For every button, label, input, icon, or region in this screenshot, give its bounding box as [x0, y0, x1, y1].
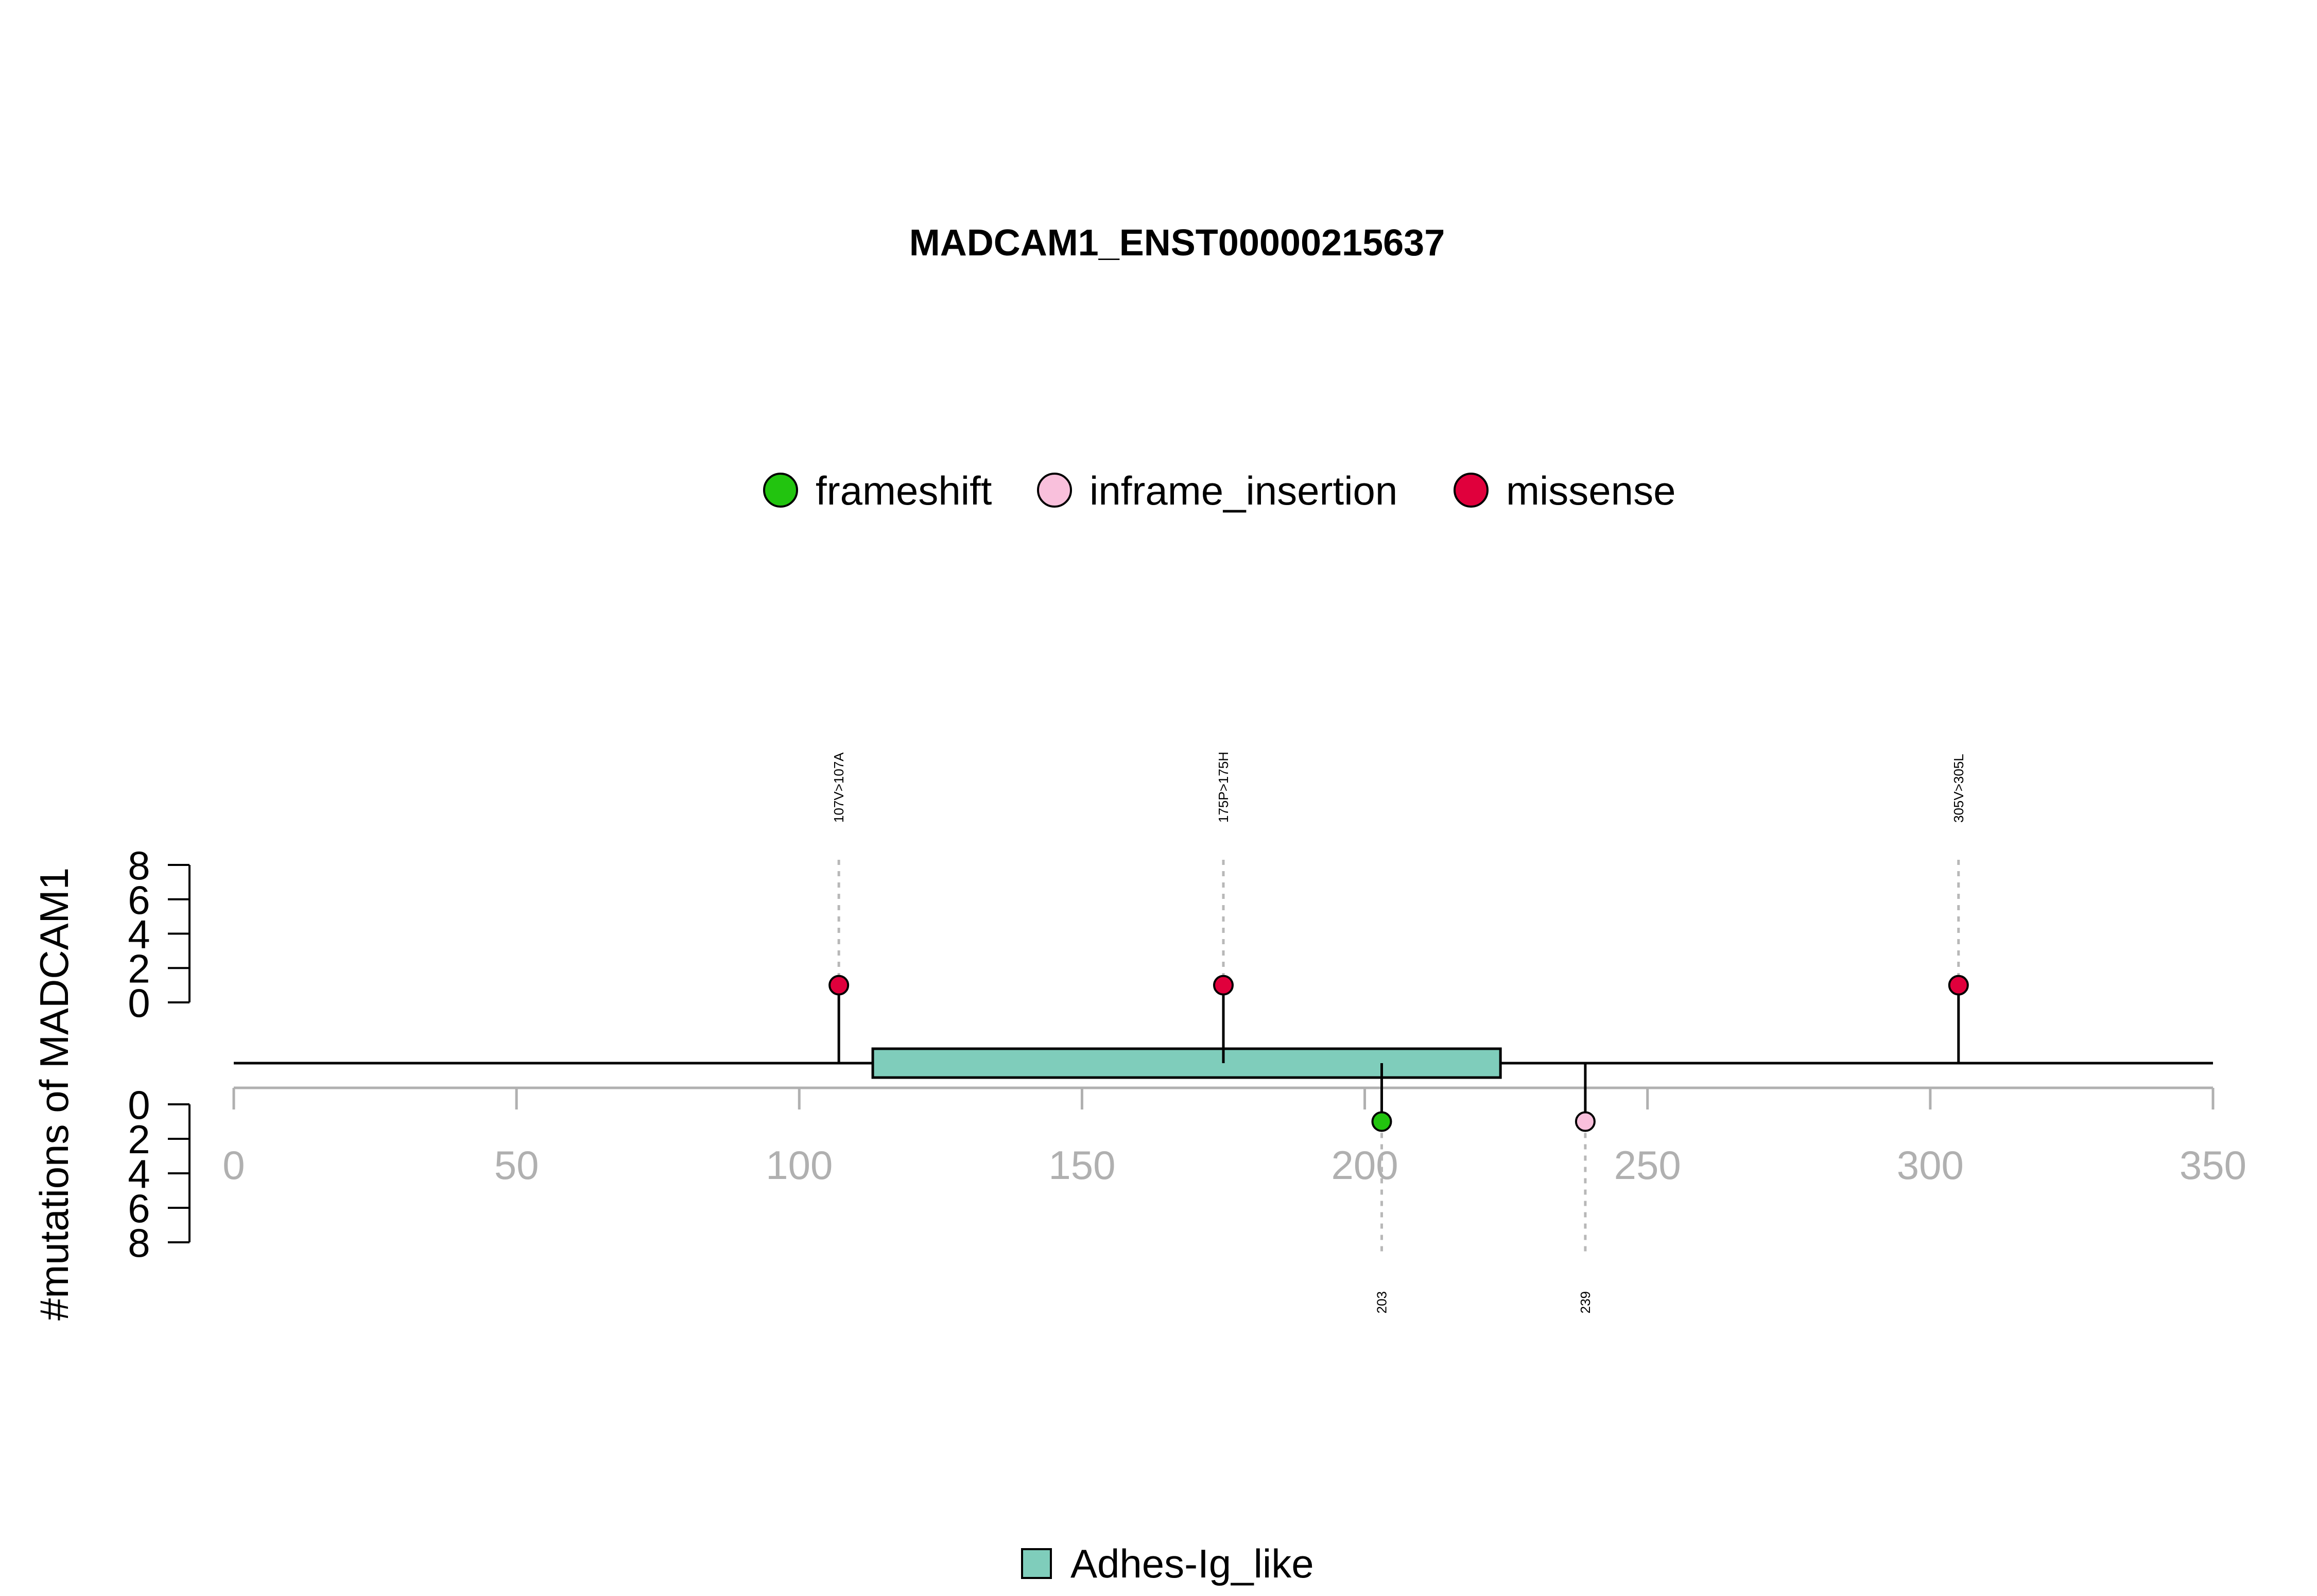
- y-tick-label-top-6: 6: [128, 877, 150, 923]
- mutation-point-203: [1371, 1111, 1392, 1132]
- y-tick-label-bottom-4: 4: [128, 1151, 150, 1196]
- x-tick-label-250: 250: [1614, 1142, 1681, 1188]
- legend-label-frameshift: frameshift: [816, 468, 992, 513]
- y-axis-label: #mutations of MADCAM1: [31, 868, 77, 1321]
- y-tick-label-bottom-6: 6: [128, 1186, 150, 1231]
- mutation-label-175: 175P>175H: [1216, 752, 1231, 823]
- y-tick-label-bottom-8: 8: [128, 1220, 150, 1265]
- x-tick-label-150: 150: [1048, 1142, 1115, 1188]
- mutation-point-175: [1213, 975, 1234, 996]
- y-tick-label-bottom-0: 0: [128, 1082, 150, 1127]
- y-tick-label-bottom-2: 2: [128, 1117, 150, 1162]
- x-tick-label-350: 350: [2180, 1142, 2246, 1188]
- mutation-point-107: [828, 975, 850, 996]
- x-tick-label-0: 0: [222, 1142, 245, 1188]
- mutation-point-305: [1948, 975, 1969, 996]
- legend-label-missense: missense: [1506, 468, 1675, 513]
- legend-marker-frameshift: [763, 473, 798, 508]
- mutation-label-203: 203: [1374, 1291, 1390, 1313]
- legend-label-inframe_insertion: inframe_insertion: [1090, 468, 1397, 513]
- legend-label-Adhes-Ig_like: Adhes-Ig_like: [1070, 1541, 1314, 1586]
- chart-title: MADCAM1_ENST00000215637: [909, 222, 1445, 264]
- mutation-label-305: 305V>305L: [1951, 754, 1966, 823]
- x-tick-label-300: 300: [1897, 1142, 1964, 1188]
- x-tick-label-50: 50: [494, 1142, 539, 1188]
- y-tick-label-top-0: 0: [128, 980, 150, 1026]
- legend-marker-inframe_insertion: [1037, 473, 1072, 508]
- legend-marker-Adhes-Ig_like: [1021, 1548, 1052, 1579]
- y-tick-label-top-4: 4: [128, 912, 150, 957]
- x-axis: 0 50 100 150 200 250 300 350: [222, 1086, 2246, 1188]
- mutations-layer: 107V>107A 175P>175H 305V>305L 203 239: [828, 752, 1969, 1313]
- domain-legend: Adhes-Ig_like: [1021, 1541, 1314, 1586]
- mutation-legend: frameshift inframe_insertion missense: [763, 468, 1675, 513]
- mutation-label-239: 239: [1578, 1291, 1593, 1313]
- x-tick-label-100: 100: [766, 1142, 833, 1188]
- legend-marker-missense: [1454, 473, 1489, 508]
- y-tick-label-top-2: 2: [128, 946, 150, 991]
- y-tick-label-top-8: 8: [128, 843, 150, 888]
- x-tick-label-200: 200: [1332, 1142, 1398, 1188]
- mutation-label-107: 107V>107A: [831, 752, 846, 823]
- domain-Adhes-Ig_like: [871, 1047, 1502, 1079]
- mutation-point-239: [1575, 1111, 1596, 1132]
